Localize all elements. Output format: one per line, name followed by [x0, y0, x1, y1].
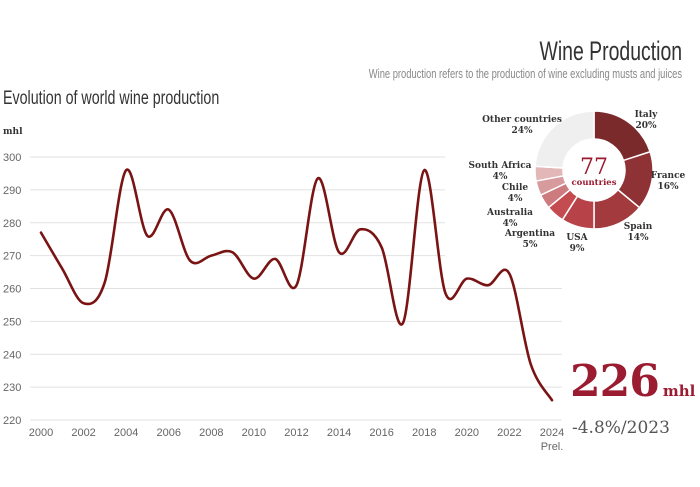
- kpi-unit: mhl: [662, 382, 696, 400]
- x-tick-label: 2008: [199, 427, 223, 439]
- slice-label: Italy: [635, 110, 659, 120]
- y-axis-unit: mhl: [3, 127, 23, 137]
- slice-value: 4%: [508, 194, 523, 204]
- x-tick-label: 2012: [284, 427, 308, 439]
- slice-label: Other countries: [482, 115, 562, 125]
- x-tick-label: 2016: [369, 427, 393, 439]
- x-tick-label: 2010: [242, 427, 266, 439]
- page-subtitle: Wine production refers to the production…: [368, 66, 682, 81]
- donut-center-value: 77: [580, 155, 608, 180]
- y-tick-label: 290: [3, 185, 21, 197]
- slice-label: South Africa: [468, 161, 531, 171]
- y-tick-label: 250: [3, 316, 21, 328]
- x-tick-label: 2004: [114, 427, 138, 439]
- kpi-number: 226: [570, 356, 660, 407]
- y-tick-label: 280: [3, 218, 21, 230]
- production-line: [39, 168, 554, 402]
- slice-value: 24%: [511, 126, 533, 136]
- y-tick-label: 270: [3, 251, 21, 263]
- donut-center-label: countries: [571, 178, 616, 188]
- y-tick-label: 230: [3, 382, 21, 394]
- slice-label: Spain: [624, 222, 653, 232]
- chart-title: Evolution of world wine production: [3, 88, 220, 109]
- y-tick-label: 260: [3, 284, 21, 296]
- donut-slice-other-countries: [534, 110, 595, 169]
- x-tick-label: 2006: [157, 427, 181, 439]
- slice-label: Australia: [486, 208, 533, 218]
- x-tick-label: 2014: [327, 427, 351, 439]
- slice-label: France: [651, 171, 686, 181]
- y-tick-label: 300: [3, 152, 21, 164]
- slice-value: 16%: [657, 182, 679, 192]
- x-tick-label: 2020: [455, 427, 479, 439]
- slice-label: USA: [566, 233, 588, 243]
- x-tick-label: 2022: [497, 427, 521, 439]
- slice-value: 4%: [503, 219, 518, 229]
- x-tick-label: 2000: [29, 427, 53, 439]
- page-title: Wine Production: [539, 36, 682, 66]
- slice-value: 4%: [493, 172, 508, 182]
- kpi-value: 226 mhl: [570, 356, 695, 407]
- slice-value: 5%: [523, 240, 538, 250]
- x-tick-note: Prel.: [541, 441, 564, 453]
- slice-label: Chile: [502, 183, 529, 193]
- slice-value: 14%: [627, 233, 649, 243]
- kpi-change: -4.8%/2023: [572, 418, 670, 438]
- x-tick-label: 2024: [540, 427, 564, 439]
- y-tick-label: 220: [3, 415, 21, 427]
- y-tick-label: 240: [3, 349, 21, 361]
- x-tick-label: 2018: [412, 427, 436, 439]
- slice-value: 20%: [635, 121, 657, 131]
- x-tick-label: 2002: [71, 427, 95, 439]
- slice-label: Argentina: [504, 229, 555, 239]
- slice-value: 9%: [570, 244, 585, 254]
